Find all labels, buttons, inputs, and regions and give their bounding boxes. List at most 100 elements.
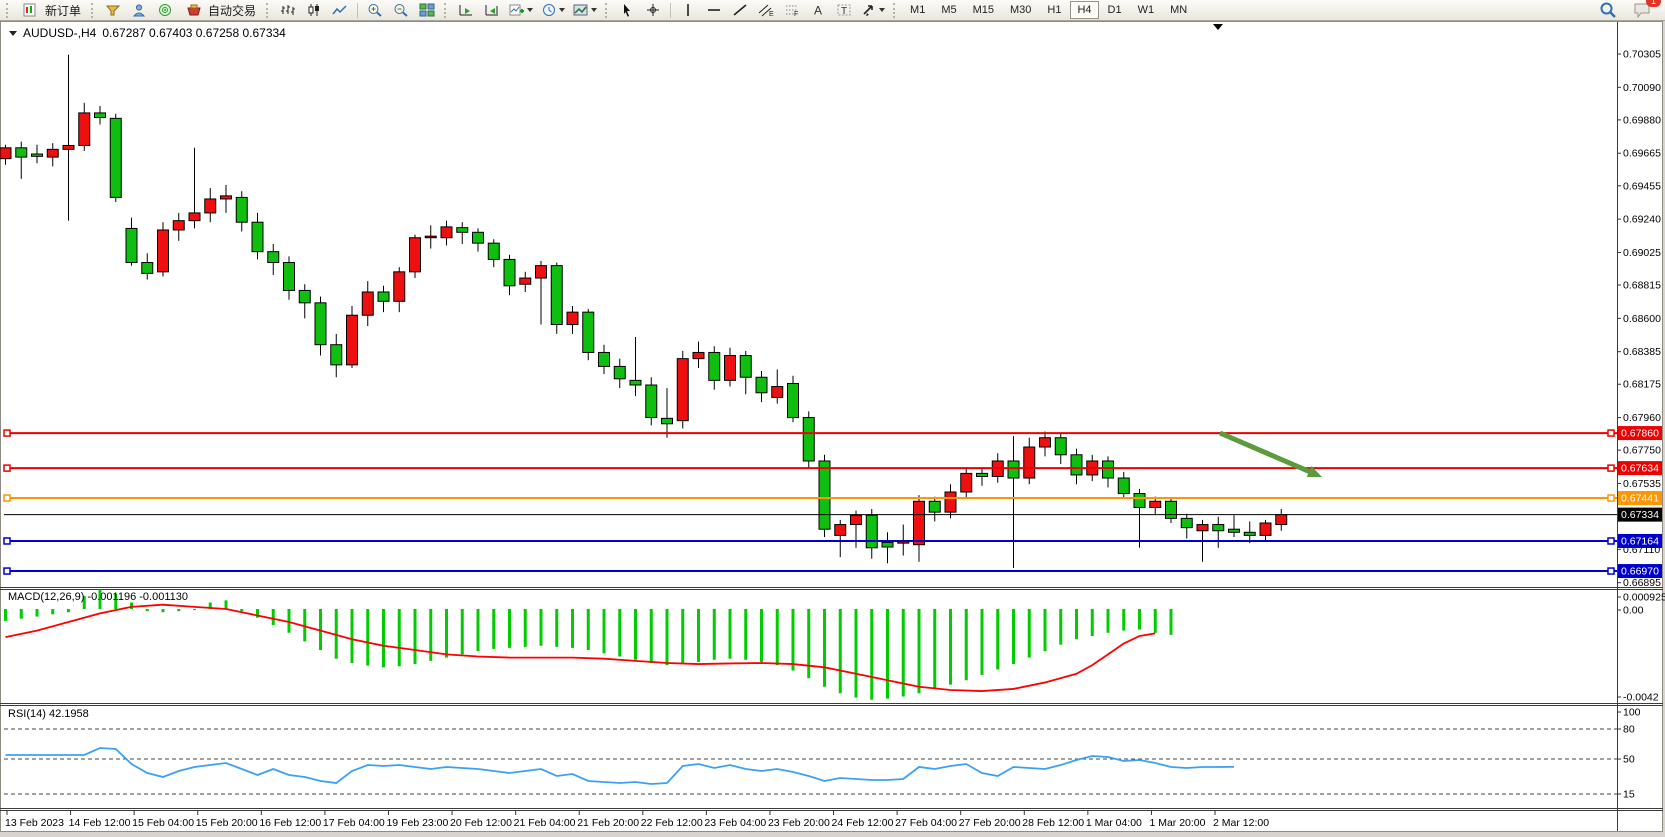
timeframe-button-m1[interactable]: M1: [910, 4, 926, 16]
chart-shift-marker-icon[interactable]: [1213, 24, 1223, 30]
price-badge-label: 0.67164: [1621, 535, 1659, 547]
candle: [661, 417, 673, 425]
price-badge: [1618, 426, 1662, 441]
candle: [1133, 493, 1146, 508]
vertical-line-icon[interactable]: [676, 0, 700, 20]
chart-shift-icon[interactable]: [454, 0, 478, 20]
tile-windows-icon[interactable]: [415, 0, 439, 20]
candle: [834, 524, 847, 536]
line-handle[interactable]: [1607, 494, 1615, 502]
line-handle[interactable]: [1607, 464, 1615, 472]
candle: [1039, 437, 1051, 448]
candle: [141, 262, 154, 274]
candle: [818, 460, 831, 530]
new-order-button[interactable]: 新订单: [16, 1, 86, 19]
toolbar-right-group: 1: [1596, 0, 1662, 20]
macd-axis-label: 0.00: [1623, 605, 1644, 617]
candle: [235, 196, 248, 223]
fibonacci-icon[interactable]: F: [780, 0, 804, 20]
trendline-icon[interactable]: [728, 0, 752, 20]
symbol-dropdown-arrow-icon[interactable]: [9, 30, 17, 36]
new-order-button-label: 新订单: [45, 3, 82, 18]
text-label-icon[interactable]: T: [832, 0, 856, 20]
crosshair-icon[interactable]: [641, 0, 665, 20]
candle: [1149, 500, 1162, 508]
candle: [550, 265, 563, 326]
candle: [960, 472, 973, 493]
auto-scroll-icon[interactable]: [480, 0, 504, 20]
candle: [944, 491, 957, 513]
price-badge: [1618, 507, 1662, 522]
dropdown-caret-icon[interactable]: [527, 8, 534, 12]
window-bottom-edge: [0, 832, 1665, 837]
line-handle[interactable]: [3, 567, 11, 575]
dropdown-caret-icon[interactable]: [879, 8, 886, 12]
symbol-period-label: AUDUSD-,H4: [23, 26, 97, 40]
line-handle[interactable]: [3, 464, 11, 472]
new-chart-icon[interactable]: [506, 0, 536, 20]
price-badge-label: 0.67441: [1621, 493, 1659, 505]
timeframe-button-m15[interactable]: M15: [972, 4, 994, 16]
trend-arrow-object[interactable]: [1219, 430, 1314, 476]
timeframe-button-h4[interactable]: H4: [1070, 1, 1099, 19]
line-handle[interactable]: [3, 494, 11, 502]
candle: [676, 358, 689, 422]
candle: [188, 212, 201, 222]
arrows-icon[interactable]: [858, 0, 888, 20]
notifications-button[interactable]: 1: [1630, 0, 1661, 20]
candle: [440, 226, 453, 239]
time-axis-label: 22 Feb 12:00: [641, 817, 703, 829]
algo-trading-button[interactable]: 自动交易: [179, 1, 261, 19]
candle: [928, 500, 941, 513]
zoom-out-icon[interactable]: [389, 0, 413, 20]
timeframe-button-h1[interactable]: H1: [1047, 4, 1062, 16]
dropdown-caret-icon[interactable]: [559, 8, 566, 12]
community-icon[interactable]: [127, 0, 151, 20]
period-selector-icon[interactable]: [538, 0, 568, 20]
horizontal-line-icon[interactable]: [702, 0, 726, 20]
candle: [645, 384, 658, 419]
trend-arrow-head[interactable]: [1306, 465, 1322, 477]
toolbar-grip: [266, 2, 271, 18]
candle: [771, 386, 784, 398]
equidistant-channel-icon[interactable]: E: [754, 0, 778, 20]
bar-chart-icon[interactable]: [276, 0, 300, 20]
timeframe-button-d1[interactable]: D1: [1107, 4, 1122, 16]
candle: [251, 221, 264, 253]
line-handle[interactable]: [3, 429, 11, 437]
candle: [472, 231, 484, 244]
price-badge-label: 0.67334: [1621, 509, 1659, 521]
line-handle[interactable]: [1607, 567, 1615, 575]
timeframe-button-m30[interactable]: M30: [1010, 4, 1032, 16]
time-axis-label: 23 Feb 20:00: [768, 817, 830, 829]
timeframe-button-mn[interactable]: MN: [1170, 4, 1188, 16]
news-gold-icon[interactable]: [101, 0, 125, 20]
price-badge: [1618, 564, 1662, 579]
candle: [1228, 528, 1240, 533]
line-handle[interactable]: [1607, 537, 1615, 545]
text-icon[interactable]: A: [806, 0, 830, 20]
candle: [424, 235, 437, 239]
signals-icon[interactable]: [153, 0, 177, 20]
chart-profile-icon[interactable]: [570, 0, 600, 20]
search-icon[interactable]: [1596, 0, 1620, 20]
timeframe-button-m5[interactable]: M5: [941, 4, 957, 16]
candle: [708, 351, 721, 381]
rsi-axis-label: 50: [1623, 754, 1635, 766]
candle: [487, 242, 500, 260]
price-badge: [1618, 491, 1662, 506]
candle: [1165, 500, 1177, 519]
time-axis-label: 15 Feb 20:00: [196, 817, 258, 829]
timeframe-button-w1[interactable]: W1: [1137, 4, 1155, 16]
cursor-icon[interactable]: [615, 0, 639, 20]
line-handle[interactable]: [3, 537, 11, 545]
candle: [1117, 477, 1130, 495]
line-chart-icon[interactable]: [328, 0, 352, 20]
candlestick-chart-icon[interactable]: [302, 0, 326, 20]
zoom-in-icon[interactable]: [363, 0, 387, 20]
price-badge-label: 0.66970: [1621, 566, 1659, 578]
dropdown-caret-icon[interactable]: [591, 8, 598, 12]
line-handle[interactable]: [1607, 429, 1615, 437]
